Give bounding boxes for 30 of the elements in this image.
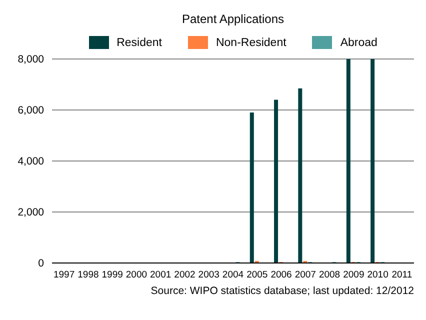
x-tick-label: 2001 xyxy=(150,270,172,281)
source-note: Source: WIPO statistics database; last updated: 12/2012 xyxy=(150,285,415,297)
x-tick-label: 1998 xyxy=(78,270,99,281)
bar xyxy=(370,59,375,263)
x-tick-label: 2009 xyxy=(343,270,364,281)
legend-label: Resident xyxy=(116,36,162,49)
x-tick-label: 2000 xyxy=(126,270,148,281)
x-tick-label: 2005 xyxy=(246,270,268,281)
x-tick-label: 2007 xyxy=(294,270,316,281)
bar xyxy=(298,88,302,263)
y-tick-label: 2,000 xyxy=(18,206,44,219)
legend-label: Non-Resident xyxy=(214,36,286,49)
x-tick-label: 2011 xyxy=(392,270,412,281)
y-tick-label: 4,000 xyxy=(18,156,44,168)
x-tick-label: 2004 xyxy=(222,270,244,281)
bar xyxy=(250,112,254,263)
y-tick-label: 6,000 xyxy=(18,104,44,117)
legend-label: Abroad xyxy=(339,36,378,49)
x-tick-label: 2002 xyxy=(174,270,196,281)
x-tick-label: 2010 xyxy=(367,270,388,281)
bar xyxy=(346,59,350,263)
x-tick-label: 1997 xyxy=(53,270,75,281)
bar xyxy=(274,100,278,263)
x-tick-label: 2003 xyxy=(198,270,220,281)
chart-title: Patent Applications xyxy=(180,11,286,26)
y-tick-label: 0 xyxy=(38,258,44,270)
x-tick-label: 2006 xyxy=(270,270,292,281)
x-tick-label: 1999 xyxy=(102,270,123,281)
y-tick-label: 8,000 xyxy=(18,54,44,66)
x-tick-label: 2008 xyxy=(318,270,340,281)
